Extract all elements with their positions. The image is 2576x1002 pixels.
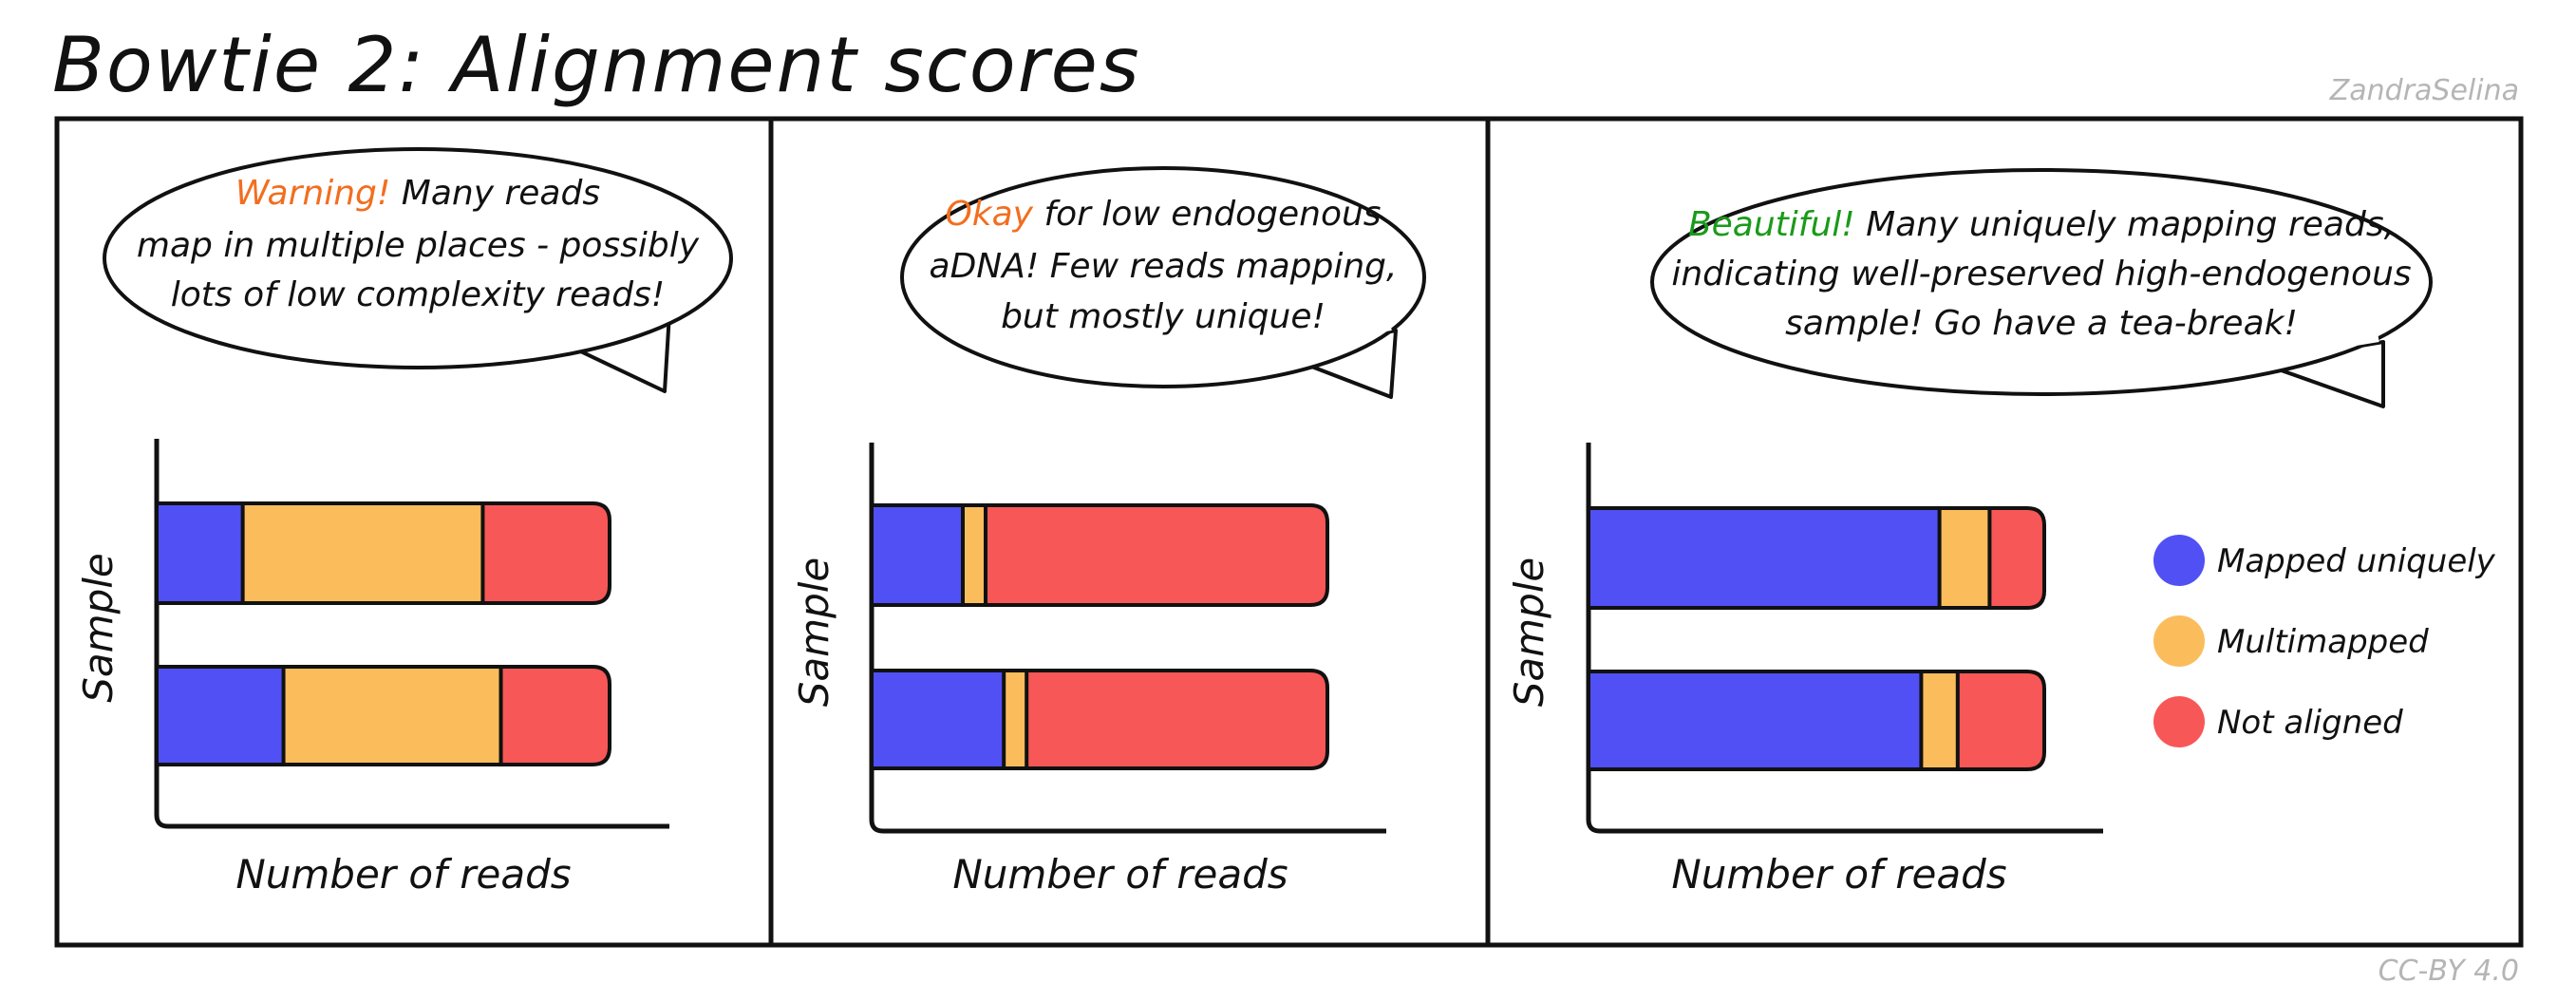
speech-bubble-text: Many reads [390,174,600,213]
not-aligned-segment [984,503,1329,607]
mapped-uniquely-segment [1587,670,1927,771]
license-text: CC-BY 4.0 [2378,955,2519,988]
mapped-uniquely-segment [870,669,1010,770]
mapped-uniquely-segment [155,501,250,605]
y-axis-label: Sample [791,558,837,707]
speech-bubble-text: but mostly unique! [1001,297,1326,336]
speech-bubble [1650,168,2433,396]
legend-swatch [2153,535,2205,586]
legend-swatch [2153,696,2205,747]
not-aligned-segment [480,501,611,605]
x-axis-label: Number of reads [952,851,1288,898]
comic-title: Bowtie 2: Alignment scores [52,21,1141,109]
speech-bubble-text: sample! Go have a tea-break! [1785,304,2298,343]
legend-label: Multimapped [2217,623,2429,661]
speech-bubble-line: Beautiful! Many uniquely mapping reads, [1688,205,2395,244]
x-axis-label: Number of reads [235,851,571,898]
mapped-uniquely-segment [155,665,291,766]
speech-bubble-text: Warning! [235,174,390,213]
multimapped-segment [1937,506,1996,610]
not-aligned-segment [1987,506,2046,610]
mapped-uniquely-segment [870,503,969,607]
speech-bubble-joint [2264,334,2379,361]
speech-bubble-text: map in multiple places - possibly [137,226,700,265]
not-aligned-segment [498,665,611,766]
chart-axes [154,439,669,829]
not-aligned-segment [1955,670,2046,771]
speech-bubble-line: Warning! Many reads [235,174,600,213]
speech-bubble-joint [555,306,666,335]
multimapped-segment [240,501,489,605]
speech-bubble-joint [1281,323,1392,351]
mapped-uniquely-segment [1587,506,1946,610]
y-axis-label: Sample [75,553,122,702]
x-axis-label: Number of reads [1671,851,2006,898]
speech-bubble-text: Beautiful! [1688,205,1855,244]
speech-bubble [900,166,1426,388]
multimapped-segment [281,665,507,766]
not-aligned-segment [1025,669,1329,770]
speech-bubble-line: sample! Go have a tea-break! [1785,304,2298,343]
legend-label: Not aligned [2217,704,2403,742]
chart-axes [1586,443,2103,834]
y-axis-label: Sample [1506,558,1552,707]
legend-swatch [2153,615,2205,667]
speech-bubble-text: aDNA! Few reads mapping, [930,247,1398,286]
speech-bubble-line: Okay for low endogenous [945,195,1381,234]
speech-bubble-line: aDNA! Few reads mapping, [930,247,1398,286]
speech-bubble-line: map in multiple places - possibly [137,226,700,265]
legend-label: Mapped uniquely [2217,542,2496,580]
speech-bubble-text: lots of low complexity reads! [171,275,666,314]
speech-bubble-text: Okay [945,195,1033,234]
speech-bubble-text: indicating well-preserved high-endogenou… [1671,255,2411,293]
speech-bubble-line: indicating well-preserved high-endogenou… [1671,255,2411,293]
panel-frame [54,116,2524,948]
speech-bubble-line: lots of low complexity reads! [171,275,666,314]
speech-bubble [103,147,733,369]
author-credit: ZandraSelina [2329,74,2519,107]
chart-axes [869,443,1386,834]
speech-bubble-line: but mostly unique! [1001,297,1326,336]
speech-bubble-text: Many uniquely mapping reads, [1855,205,2395,244]
speech-bubble-text: for low endogenous [1033,195,1382,234]
